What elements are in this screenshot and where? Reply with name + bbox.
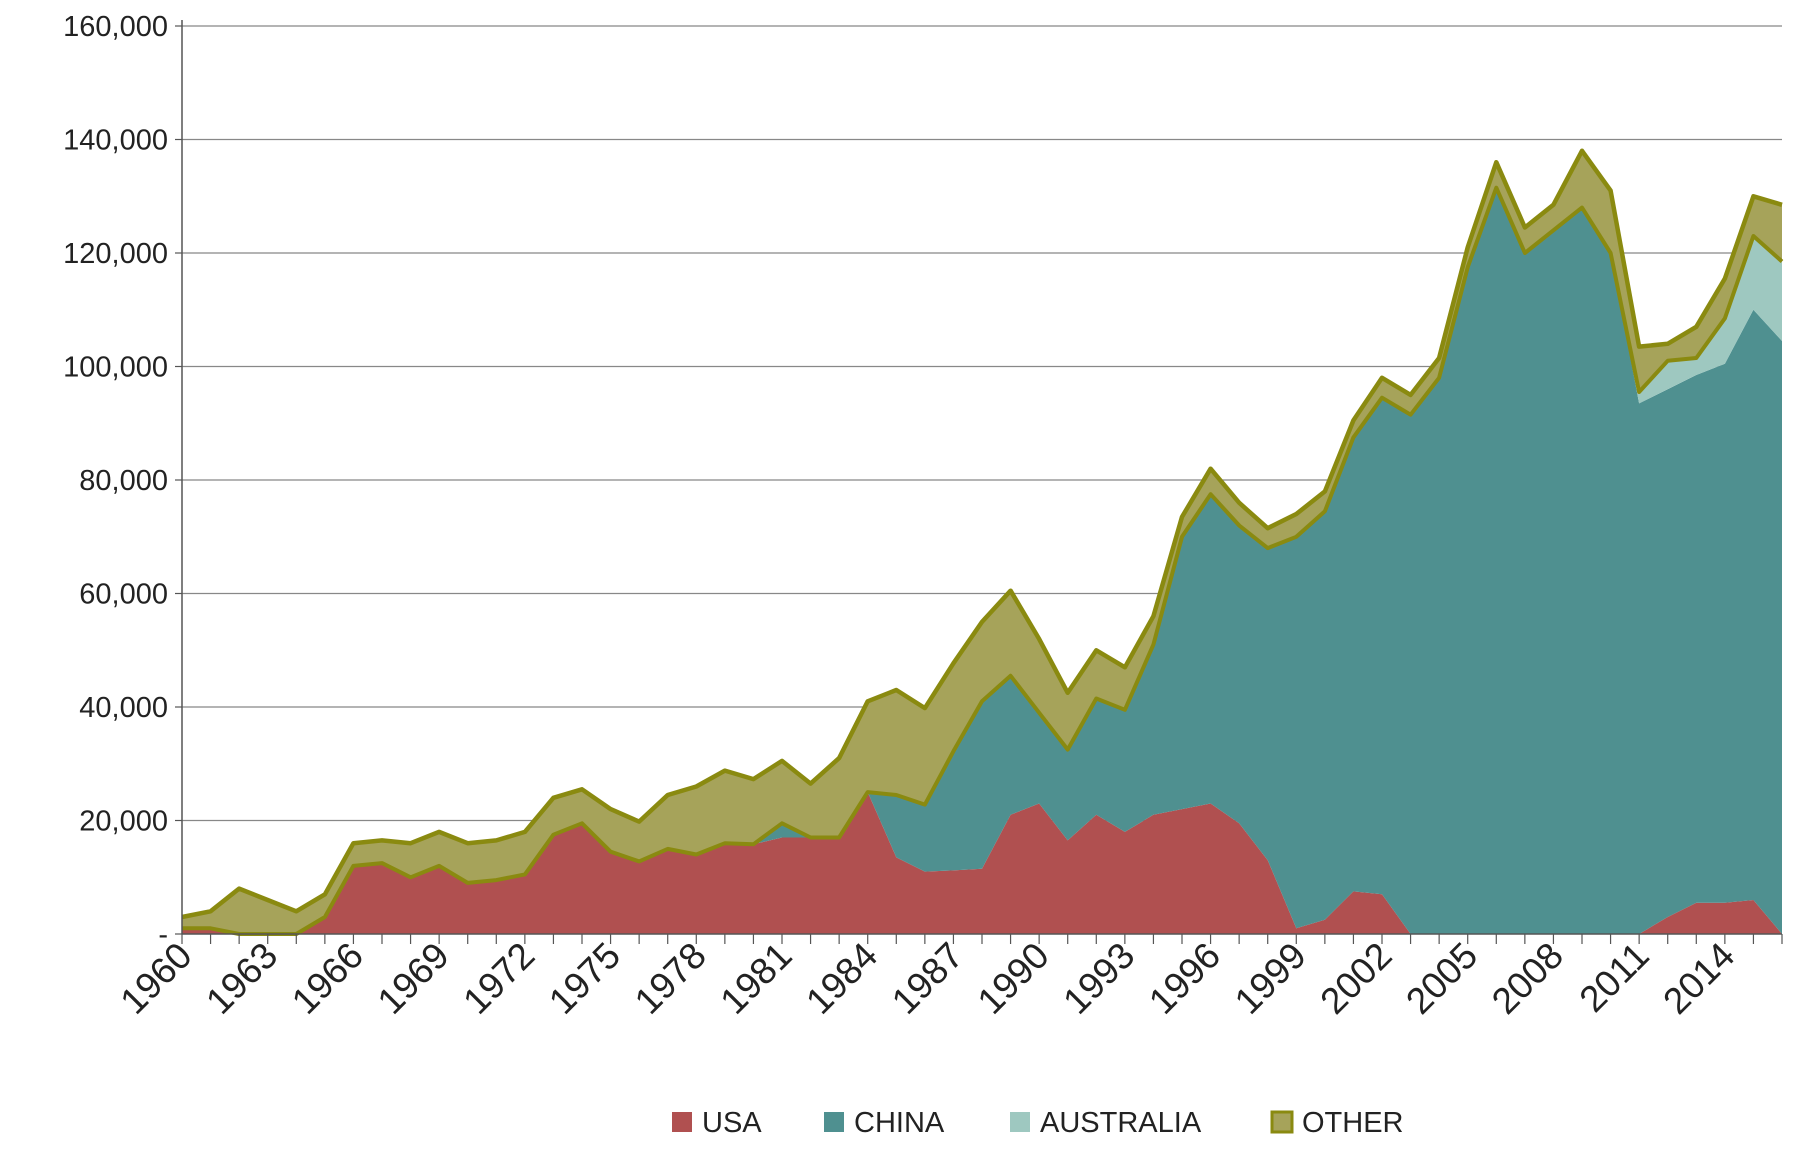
legend-label: USA: [702, 1107, 762, 1139]
x-tick-label: 2008: [1484, 935, 1571, 1022]
legend-item-australia: AUSTRALIA: [1010, 1107, 1202, 1139]
y-tick-label: 40,000: [79, 692, 168, 724]
y-tick-label: 100,000: [63, 352, 168, 384]
x-tick-label: 1972: [455, 935, 542, 1022]
series-lines: [181, 148, 1784, 936]
line-stack-top-australia: [182, 185, 1784, 936]
x-tick-label: 1960: [112, 935, 199, 1022]
x-tick-label: 1981: [712, 935, 799, 1022]
x-tick-label: 1963: [198, 935, 285, 1022]
y-tick-label: 160,000: [63, 11, 168, 43]
legend-swatch: [672, 1112, 692, 1132]
legend: USA CHINA AUSTRALIA OTHER: [672, 1107, 1404, 1139]
legend-label: OTHER: [1302, 1107, 1404, 1139]
x-tick-label: 1993: [1055, 935, 1142, 1022]
y-tick-label: 60,000: [79, 579, 168, 611]
x-tick-label: 2014: [1655, 935, 1742, 1022]
legend-swatch: [824, 1112, 844, 1132]
y-tick-label: -: [158, 919, 168, 951]
x-tick-label: 1969: [370, 935, 457, 1022]
y-tick-label: 140,000: [63, 125, 168, 157]
x-tick-label: 1978: [627, 935, 714, 1022]
x-tick-label: 1990: [970, 935, 1057, 1022]
y-tick-labels: - 20,000 40,000 60,000 80,000 100,000 120,000 1…: [63, 11, 168, 951]
x-tick-label: 2002: [1312, 935, 1399, 1022]
y-tick-label: 20,000: [79, 806, 168, 838]
legend-label: AUSTRALIA: [1040, 1107, 1202, 1139]
axes: [175, 20, 1783, 944]
area-china: [182, 187, 1782, 934]
y-tick-label: 80,000: [79, 465, 168, 497]
x-tick-label: 2011: [1572, 935, 1657, 1020]
legend-item-usa: USA: [672, 1107, 762, 1139]
x-tick-labels: 1960196319661969197219751978198119841987…: [112, 935, 1742, 1022]
legend-swatch: [1010, 1112, 1030, 1132]
legend-item-other: OTHER: [1270, 1107, 1404, 1139]
x-tick-label: 1984: [798, 935, 885, 1022]
legend-swatch: [1270, 1110, 1294, 1134]
x-tick-label: 1975: [541, 935, 628, 1022]
x-tick-label: 1996: [1141, 935, 1228, 1022]
legend-label: CHINA: [854, 1107, 945, 1139]
y-tick-label: 120,000: [63, 238, 168, 270]
legend-item-china: CHINA: [824, 1107, 945, 1139]
gridlines: [182, 25, 1782, 822]
x-tick-label: 1987: [884, 935, 971, 1022]
x-tick-label: 1966: [284, 935, 371, 1022]
x-tick-label: 1999: [1227, 935, 1314, 1022]
series-areas: [182, 150, 1782, 935]
area-usa: [182, 792, 1782, 934]
line-total-other: [181, 148, 1783, 920]
x-tick-label: 2005: [1398, 935, 1485, 1022]
